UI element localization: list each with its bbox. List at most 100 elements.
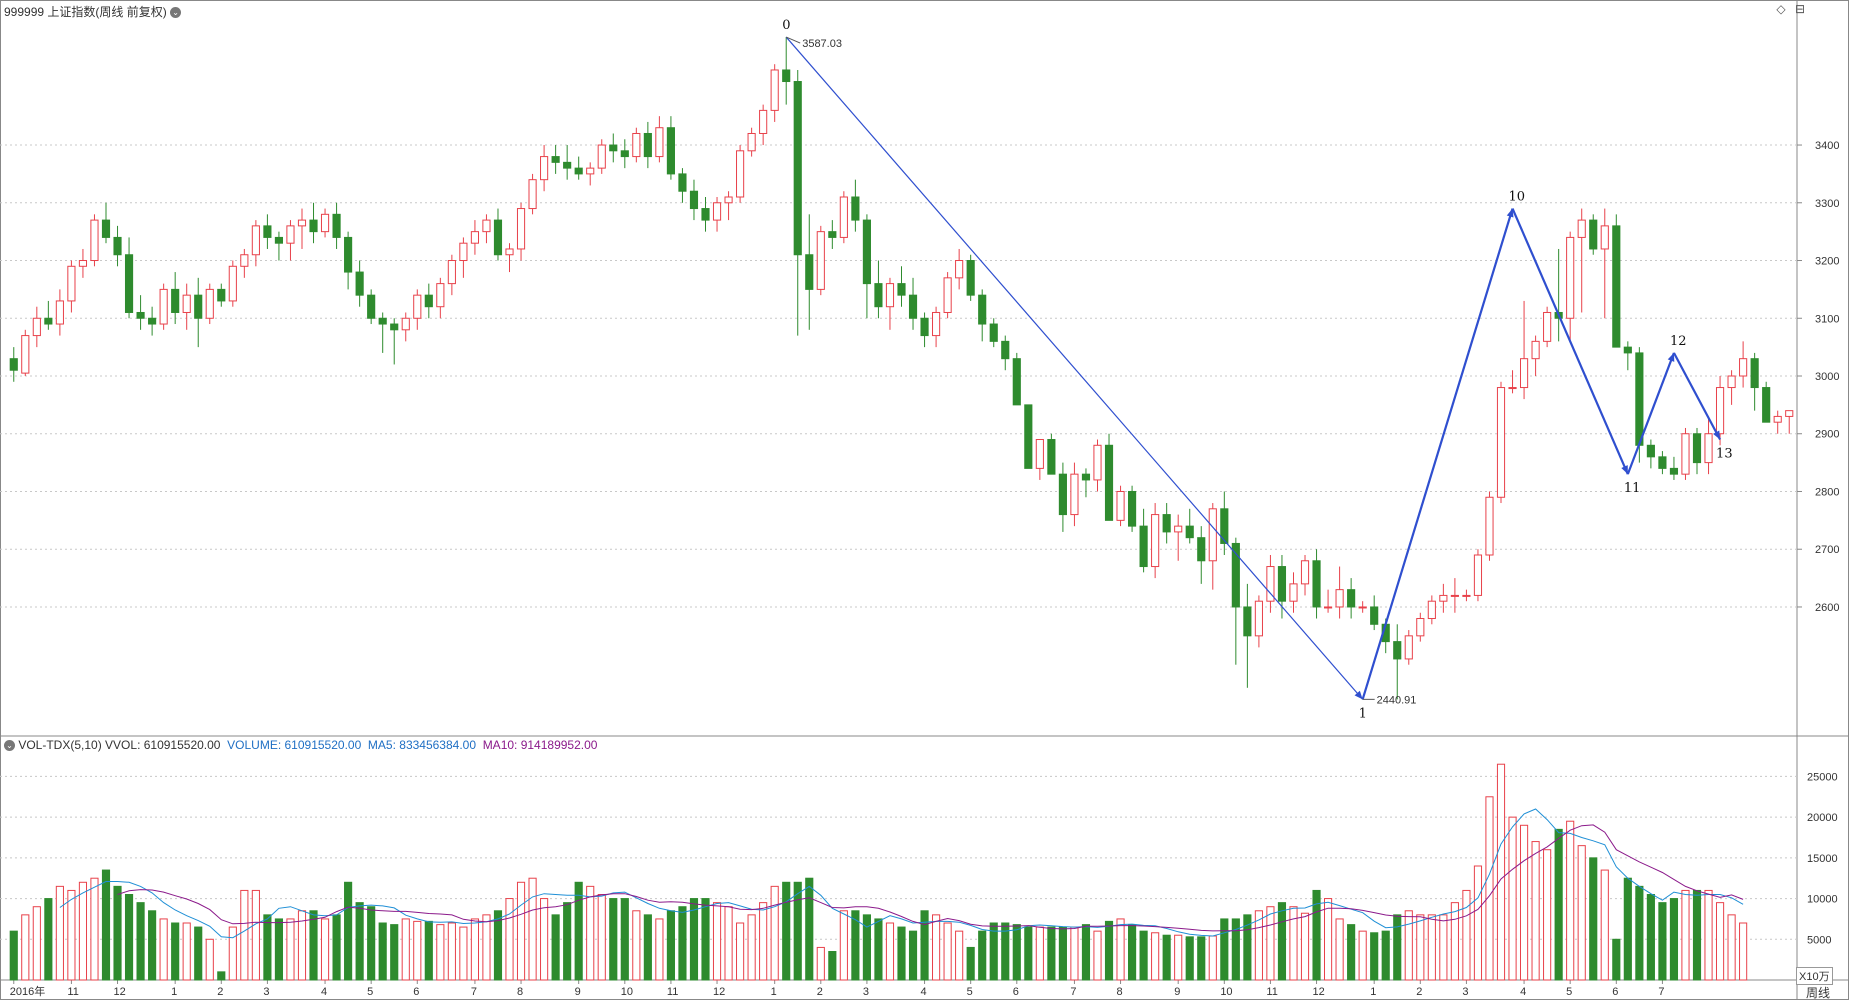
volume-bar xyxy=(1739,922,1748,981)
volume-bar xyxy=(1335,918,1344,981)
low-price-label: 2440.91 xyxy=(1377,694,1417,706)
candle-body xyxy=(159,288,168,325)
candle-body xyxy=(194,294,203,319)
time-tick-label: 4 xyxy=(921,986,927,998)
candle-body xyxy=(1404,635,1413,660)
candle-body xyxy=(1739,358,1748,377)
ma10-line xyxy=(117,824,1744,932)
time-tick-label: 11 xyxy=(667,986,678,998)
volume-unit-label: X10万 xyxy=(1796,967,1833,985)
candle-body xyxy=(413,294,422,319)
volume-bar xyxy=(978,930,987,981)
time-tick-label: 4 xyxy=(321,986,327,998)
candle-body xyxy=(1324,606,1333,609)
volume-bar xyxy=(320,918,330,981)
candle-body xyxy=(643,132,652,158)
volume-bar xyxy=(1496,763,1506,981)
volume-bar xyxy=(1416,914,1425,981)
wave-arrowhead xyxy=(1621,465,1628,475)
volume-bar xyxy=(1577,845,1586,981)
wave-point-label: 0 xyxy=(782,18,790,33)
time-tick-label: 2 xyxy=(217,986,223,998)
candle-body xyxy=(1439,594,1448,602)
volume-bar xyxy=(1151,932,1160,981)
volume-bar xyxy=(1462,889,1471,981)
candle-body xyxy=(828,231,837,238)
candle-body xyxy=(1116,490,1125,521)
candle-body xyxy=(1185,525,1194,539)
volume-bar xyxy=(678,906,687,981)
candle-body xyxy=(493,219,503,256)
candle-body xyxy=(171,288,180,313)
volume-bar xyxy=(689,898,699,981)
volume-bar xyxy=(447,922,456,981)
volume-bar xyxy=(1139,930,1148,981)
diamond-icon[interactable]: ◇ xyxy=(1776,2,1786,16)
volume-bar xyxy=(101,869,111,981)
volume-bar xyxy=(1612,938,1621,981)
volume-bar xyxy=(1185,936,1194,981)
time-tick-label: 1 xyxy=(771,986,777,998)
price-tick-label: 2700 xyxy=(1815,544,1839,556)
candle-body xyxy=(1715,387,1725,435)
candle-body xyxy=(1001,340,1010,360)
volume-bar xyxy=(989,922,998,981)
candle-body xyxy=(1577,219,1586,238)
volume-bar xyxy=(1024,926,1033,981)
candle-body xyxy=(459,242,468,262)
volume-bar xyxy=(574,881,583,981)
volume-bar xyxy=(1439,914,1448,981)
volume-bar xyxy=(67,889,76,981)
candle-body xyxy=(1070,473,1079,516)
volume-bar xyxy=(597,894,606,981)
volume-bar xyxy=(1370,932,1379,981)
chevron-down-icon[interactable]: ⌄ xyxy=(170,7,182,19)
time-tick-label: 2016年 xyxy=(10,984,45,998)
candle-body xyxy=(528,179,537,210)
candle-body xyxy=(1462,594,1471,597)
volume-bar xyxy=(793,881,802,981)
candle-body xyxy=(113,236,122,256)
candle-body xyxy=(55,300,64,325)
volume-bar xyxy=(1393,914,1402,981)
chevron-down-icon[interactable]: ⌄ xyxy=(4,740,15,752)
volume-bar xyxy=(1174,934,1183,981)
volume-bar xyxy=(1047,926,1056,981)
time-tick-label: 9 xyxy=(1174,986,1180,998)
wave-point-label: 10 xyxy=(1509,190,1526,205)
candle-body xyxy=(1589,219,1598,250)
maximize-icon[interactable]: ⊟ xyxy=(1794,2,1805,16)
candle-body xyxy=(782,69,791,83)
volume-bar xyxy=(274,918,284,981)
volume-bar xyxy=(655,918,664,981)
candle-body xyxy=(1473,554,1483,596)
volume-bar xyxy=(885,922,895,981)
candle-body xyxy=(1254,600,1263,637)
volume-indicator-header: ⌄ VOL-TDX(5,10) VVOL: 610915520.00 VOLUM… xyxy=(4,738,597,752)
candle-body xyxy=(885,283,895,308)
candle-body xyxy=(1416,618,1425,637)
volume-bar xyxy=(540,898,549,981)
candle-body xyxy=(78,260,88,267)
volume-bar xyxy=(436,924,445,981)
candle-body xyxy=(240,254,249,267)
time-tick-label: 4 xyxy=(1520,986,1526,998)
volume-bar xyxy=(90,877,99,981)
volume-bar xyxy=(897,926,906,981)
volume-bar xyxy=(1243,914,1252,981)
candle-body xyxy=(736,150,745,198)
volume-bar xyxy=(1404,910,1413,981)
candle-body xyxy=(563,161,572,169)
candle-body xyxy=(689,190,699,210)
candle-body xyxy=(932,311,941,337)
vvol-readout: VVOL: 610915520.00 xyxy=(105,738,221,752)
wave-arrowhead xyxy=(1713,430,1721,440)
volume-bar xyxy=(908,930,918,981)
volume-bar xyxy=(1266,906,1275,981)
volume-bar xyxy=(332,914,341,981)
candle-body xyxy=(1496,387,1506,498)
candle-body xyxy=(1035,439,1044,469)
volume-bar xyxy=(401,918,410,981)
volume-bar xyxy=(251,889,260,981)
volume-bar xyxy=(1128,924,1137,981)
